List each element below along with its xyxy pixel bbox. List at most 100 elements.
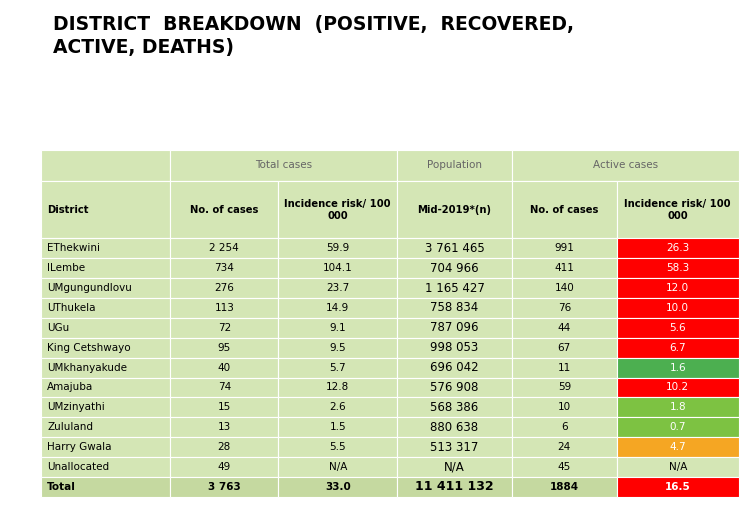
Bar xyxy=(397,318,512,338)
Text: Zululand: Zululand xyxy=(47,422,93,432)
Bar xyxy=(41,181,170,238)
Text: 15: 15 xyxy=(217,402,231,412)
Bar xyxy=(512,238,616,258)
Text: 58.3: 58.3 xyxy=(666,263,689,273)
Text: N/A: N/A xyxy=(668,462,687,472)
Text: 23.7: 23.7 xyxy=(326,283,350,293)
Bar xyxy=(616,258,739,278)
Bar xyxy=(278,238,397,258)
Bar xyxy=(397,477,512,497)
Text: 411: 411 xyxy=(554,263,574,273)
Bar xyxy=(170,358,278,377)
Bar xyxy=(512,477,616,497)
Bar xyxy=(616,298,739,318)
Text: 5.5: 5.5 xyxy=(329,442,346,452)
Text: 568 386: 568 386 xyxy=(430,401,478,414)
Bar xyxy=(170,397,278,417)
Bar xyxy=(616,397,739,417)
Bar xyxy=(170,278,278,298)
Bar xyxy=(397,278,512,298)
Bar xyxy=(41,457,170,477)
Text: Active cases: Active cases xyxy=(592,161,658,171)
Text: 513 317: 513 317 xyxy=(430,440,478,454)
Text: 576 908: 576 908 xyxy=(430,381,478,394)
Text: 104.1: 104.1 xyxy=(322,263,352,273)
Text: 696 042: 696 042 xyxy=(430,361,478,374)
Text: N/A: N/A xyxy=(328,462,346,472)
Text: 2 254: 2 254 xyxy=(209,243,239,253)
Bar xyxy=(397,397,512,417)
Text: Incidence risk/ 100
000: Incidence risk/ 100 000 xyxy=(284,199,391,220)
Bar xyxy=(512,278,616,298)
Text: N/A: N/A xyxy=(444,460,465,473)
Bar xyxy=(512,457,616,477)
Text: 28: 28 xyxy=(217,442,231,452)
Text: Population: Population xyxy=(427,161,482,171)
Text: 26.3: 26.3 xyxy=(666,243,689,253)
Bar xyxy=(170,477,278,497)
Bar xyxy=(278,437,397,457)
Text: 2.6: 2.6 xyxy=(329,402,346,412)
Text: 758 834: 758 834 xyxy=(430,301,478,314)
Bar xyxy=(512,150,739,181)
Text: 113: 113 xyxy=(214,303,234,313)
Text: 9.1: 9.1 xyxy=(329,323,346,333)
Bar xyxy=(512,377,616,397)
Text: ILembe: ILembe xyxy=(47,263,86,273)
Text: 10.2: 10.2 xyxy=(666,383,689,393)
Bar xyxy=(512,258,616,278)
Text: District: District xyxy=(47,205,88,215)
Bar xyxy=(170,457,278,477)
Text: 67: 67 xyxy=(558,343,571,353)
Text: 44: 44 xyxy=(558,323,571,333)
Text: 3 761 465: 3 761 465 xyxy=(424,242,484,255)
Text: 991: 991 xyxy=(554,243,574,253)
Bar xyxy=(278,338,397,358)
Text: Amajuba: Amajuba xyxy=(47,383,94,393)
Text: Total cases: Total cases xyxy=(255,161,312,171)
Text: UMzinyathi: UMzinyathi xyxy=(47,402,105,412)
Bar xyxy=(41,278,170,298)
Bar xyxy=(616,278,739,298)
Text: 59: 59 xyxy=(558,383,571,393)
Bar xyxy=(278,377,397,397)
Text: 998 053: 998 053 xyxy=(430,341,478,354)
Bar xyxy=(616,181,739,238)
Text: 33.0: 33.0 xyxy=(325,482,350,492)
Bar xyxy=(41,150,170,181)
Bar xyxy=(512,298,616,318)
Bar xyxy=(397,238,512,258)
Text: 734: 734 xyxy=(214,263,234,273)
Bar xyxy=(170,338,278,358)
Bar xyxy=(397,298,512,318)
Bar xyxy=(278,457,397,477)
Bar xyxy=(278,278,397,298)
Text: 74: 74 xyxy=(217,383,231,393)
Text: Incidence risk/ 100
000: Incidence risk/ 100 000 xyxy=(625,199,731,220)
Bar xyxy=(41,417,170,437)
Text: 880 638: 880 638 xyxy=(430,421,478,434)
Bar xyxy=(170,181,278,238)
Bar xyxy=(41,338,170,358)
Bar xyxy=(170,377,278,397)
Bar xyxy=(41,298,170,318)
Bar xyxy=(616,437,739,457)
Bar xyxy=(170,437,278,457)
Bar xyxy=(170,150,397,181)
Bar xyxy=(170,318,278,338)
Bar xyxy=(397,258,512,278)
Bar xyxy=(512,417,616,437)
Text: 11 411 132: 11 411 132 xyxy=(416,481,494,493)
Bar xyxy=(41,477,170,497)
Bar xyxy=(616,238,739,258)
Text: 6: 6 xyxy=(561,422,568,432)
Bar xyxy=(278,318,397,338)
Text: 5.6: 5.6 xyxy=(670,323,686,333)
Text: 40: 40 xyxy=(217,363,231,372)
Bar xyxy=(278,477,397,497)
Text: 1.5: 1.5 xyxy=(329,422,346,432)
Bar xyxy=(616,457,739,477)
Text: 76: 76 xyxy=(558,303,571,313)
Bar xyxy=(41,377,170,397)
Text: 1.6: 1.6 xyxy=(670,363,686,372)
